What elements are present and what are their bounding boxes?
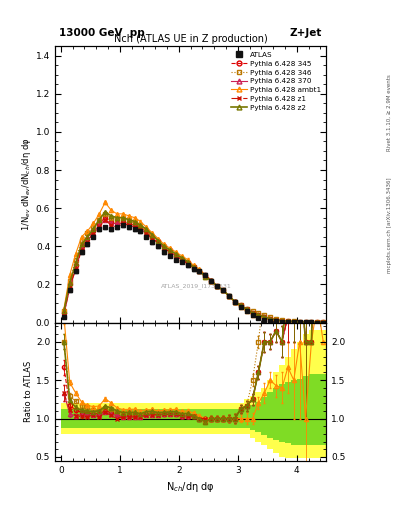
Text: Z+Jet: Z+Jet xyxy=(290,28,322,38)
Y-axis label: 1/N$_{ev}$ dN$_{ev}$/dN$_{ch}$/dη dφ: 1/N$_{ev}$ dN$_{ev}$/dN$_{ch}$/dη dφ xyxy=(20,138,33,231)
X-axis label: N$_{ch}$/dη dφ: N$_{ch}$/dη dφ xyxy=(166,480,215,494)
Text: Rivet 3.1.10, ≥ 2.9M events: Rivet 3.1.10, ≥ 2.9M events xyxy=(387,74,391,151)
Title: Nch (ATLAS UE in Z production): Nch (ATLAS UE in Z production) xyxy=(114,34,268,44)
Legend: ATLAS, Pythia 6.428 345, Pythia 6.428 346, Pythia 6.428 370, Pythia 6.428 ambt1,: ATLAS, Pythia 6.428 345, Pythia 6.428 34… xyxy=(230,50,323,113)
Text: 13000 GeV  pp: 13000 GeV pp xyxy=(59,28,145,38)
Y-axis label: Ratio to ATLAS: Ratio to ATLAS xyxy=(24,361,33,422)
Text: mcplots.cern.ch [arXiv:1306.3436]: mcplots.cern.ch [arXiv:1306.3436] xyxy=(387,178,391,273)
Text: ATLAS_2019_I1736531: ATLAS_2019_I1736531 xyxy=(161,284,231,289)
